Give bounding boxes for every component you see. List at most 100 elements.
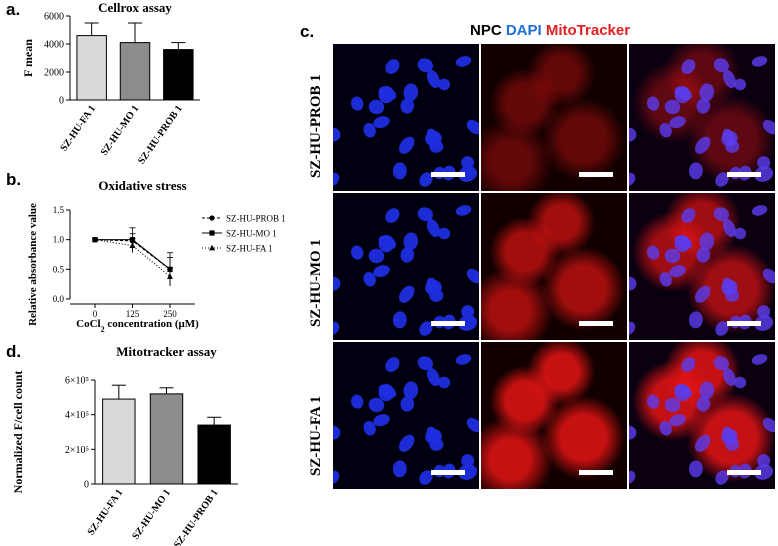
nucleus bbox=[378, 234, 395, 253]
legend-entry: SZ-HU-MO 1 bbox=[226, 229, 277, 239]
nuclei-layer bbox=[333, 354, 479, 485]
nucleus bbox=[417, 58, 433, 73]
nucleus bbox=[629, 127, 637, 142]
scale-bar bbox=[579, 321, 613, 326]
nucleus bbox=[458, 315, 478, 331]
nucleus bbox=[681, 59, 696, 74]
nucleus bbox=[696, 98, 711, 114]
mitotracker-ytick-label: 0 bbox=[84, 480, 89, 491]
nucleus bbox=[461, 156, 475, 170]
nucleus bbox=[351, 394, 364, 409]
cellrox-ytick-label: 2000 bbox=[44, 68, 64, 79]
oxidative-point bbox=[92, 236, 98, 243]
nucleus bbox=[713, 58, 729, 73]
nuclei-layer bbox=[333, 56, 479, 187]
oxidative-point bbox=[167, 273, 173, 279]
nucleus bbox=[392, 311, 407, 329]
oxidative-xtick-label: 0 bbox=[93, 309, 98, 319]
nucleus bbox=[751, 205, 768, 216]
nucleus bbox=[333, 470, 340, 484]
legend-marker bbox=[209, 244, 215, 251]
micrograph-title-part: NPC bbox=[470, 22, 506, 39]
nucleus bbox=[333, 276, 341, 291]
micrograph-row-label: SZ-HU-FA 1 bbox=[308, 395, 324, 476]
nucleus bbox=[466, 417, 479, 433]
nucleus bbox=[438, 78, 451, 91]
nucleus bbox=[333, 127, 341, 142]
nucleus bbox=[754, 166, 774, 182]
oxidative-xlabel: CoCl2 concentration (μM) bbox=[76, 318, 199, 334]
nucleus bbox=[417, 356, 433, 371]
micrograph-mitotracker-panel bbox=[481, 342, 627, 489]
oxidative-xtick-label: 250 bbox=[163, 309, 177, 319]
oxidative-ytick-label: 1.5 bbox=[53, 205, 65, 215]
nucleus bbox=[399, 434, 415, 452]
micrograph-mitotracker-panel bbox=[481, 44, 627, 191]
nucleus bbox=[403, 83, 419, 102]
nucleus bbox=[425, 130, 442, 147]
nucleus bbox=[629, 470, 636, 484]
nucleus bbox=[757, 454, 771, 468]
panel-label-d: d. bbox=[6, 342, 22, 361]
nuclei-layer bbox=[629, 56, 775, 187]
nucleus bbox=[333, 321, 340, 335]
micrograph-title: NPC DAPI MitoTracker bbox=[470, 22, 630, 39]
nucleus bbox=[629, 425, 637, 440]
nucleus bbox=[713, 207, 729, 222]
nucleus bbox=[425, 279, 442, 296]
cellrox-bar bbox=[163, 49, 194, 101]
cellrox-category-label: SZ-HU-MO 1 bbox=[99, 103, 142, 157]
nucleus bbox=[699, 83, 715, 102]
nucleus bbox=[674, 85, 691, 104]
nucleus bbox=[681, 357, 696, 372]
nucleus bbox=[458, 166, 478, 182]
oxidative-ytick-label: 0.5 bbox=[53, 264, 65, 274]
nucleus bbox=[368, 248, 385, 264]
nucleus bbox=[715, 470, 729, 485]
nucleus bbox=[762, 417, 775, 433]
nucleus bbox=[669, 116, 686, 129]
scale-bar bbox=[727, 172, 761, 177]
mitotracker-ytick-label: 2×10⁵ bbox=[65, 445, 89, 456]
mitotracker-bar bbox=[197, 424, 231, 485]
nucleus bbox=[659, 421, 672, 436]
nucleus bbox=[721, 428, 738, 445]
micrograph-dapi-panel bbox=[333, 342, 479, 489]
legend-marker bbox=[209, 230, 215, 236]
nucleus bbox=[688, 162, 703, 180]
micrograph-merge-panel bbox=[629, 342, 775, 489]
scale-bar bbox=[727, 470, 761, 475]
cellrox-title: Cellrox assay bbox=[98, 0, 172, 15]
cellrox-bar bbox=[119, 42, 151, 101]
cellrox-ylabel: F mean bbox=[21, 39, 35, 77]
nucleus bbox=[659, 123, 672, 138]
nucleus bbox=[696, 247, 711, 263]
nucleus bbox=[659, 272, 672, 287]
legend-entry: SZ-HU-FA 1 bbox=[226, 244, 273, 254]
nucleus bbox=[734, 78, 747, 91]
nucleus bbox=[425, 428, 442, 445]
scale-bar bbox=[579, 470, 613, 475]
oxidative-ytick-label: 0.0 bbox=[53, 294, 65, 304]
nucleus bbox=[461, 454, 475, 468]
nucleus bbox=[734, 376, 747, 389]
nucleus bbox=[722, 367, 736, 387]
legend-entry: SZ-HU-PROB 1 bbox=[226, 214, 286, 224]
nucleus bbox=[722, 69, 736, 89]
nucleus bbox=[385, 208, 400, 223]
mitotracker-category-label: SZ-HU-MO 1 bbox=[130, 487, 173, 541]
nucleus bbox=[373, 116, 390, 129]
micrograph-merge-panel bbox=[629, 193, 775, 340]
nucleus bbox=[669, 414, 686, 427]
nucleus bbox=[378, 85, 395, 104]
micrograph-mitotracker-panel bbox=[481, 193, 627, 340]
nucleus bbox=[385, 59, 400, 74]
nucleus bbox=[669, 265, 686, 278]
nucleus bbox=[696, 396, 711, 412]
nucleus bbox=[688, 311, 703, 329]
mitotracker-category-label: SZ-HU-PROB 1 bbox=[172, 487, 221, 546]
nucleus bbox=[438, 376, 451, 389]
cellrox-bar bbox=[76, 35, 107, 101]
nucleus bbox=[426, 367, 440, 387]
nucleus bbox=[629, 276, 637, 291]
